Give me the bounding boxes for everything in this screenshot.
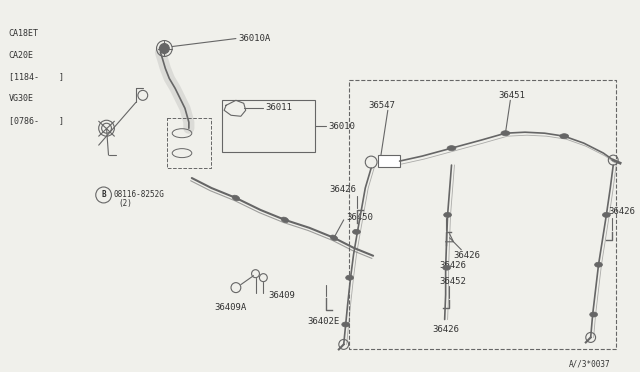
Bar xyxy=(222,100,316,152)
Ellipse shape xyxy=(443,265,451,270)
Circle shape xyxy=(159,44,169,54)
Ellipse shape xyxy=(595,262,602,267)
Text: 36402E: 36402E xyxy=(307,317,340,326)
Text: A//3*0037: A//3*0037 xyxy=(569,360,611,369)
Text: 36451: 36451 xyxy=(499,91,525,100)
Ellipse shape xyxy=(342,322,349,327)
Text: [0786-    ]: [0786- ] xyxy=(8,116,63,125)
Ellipse shape xyxy=(444,212,452,217)
Text: 36450: 36450 xyxy=(347,214,374,222)
Text: 36011: 36011 xyxy=(266,103,292,112)
Text: 36409A: 36409A xyxy=(214,303,246,312)
Text: [1184-    ]: [1184- ] xyxy=(8,73,63,81)
Text: (2): (2) xyxy=(118,199,132,208)
Ellipse shape xyxy=(353,229,360,234)
Text: 36426: 36426 xyxy=(432,325,459,334)
Ellipse shape xyxy=(330,235,338,241)
Text: B: B xyxy=(101,190,106,199)
Text: 36010A: 36010A xyxy=(239,34,271,43)
Text: 36426: 36426 xyxy=(329,186,356,195)
Text: CA20E: CA20E xyxy=(8,51,33,60)
Text: 08116-8252G: 08116-8252G xyxy=(113,190,164,199)
Ellipse shape xyxy=(346,275,353,280)
Text: 36547: 36547 xyxy=(368,101,395,110)
Text: 36426: 36426 xyxy=(454,251,481,260)
Text: 36426: 36426 xyxy=(440,261,467,270)
Text: 36452: 36452 xyxy=(440,277,467,286)
Ellipse shape xyxy=(560,134,568,139)
Bar xyxy=(378,155,399,167)
Ellipse shape xyxy=(589,312,598,317)
Text: 36409: 36409 xyxy=(268,291,295,300)
Text: 36426: 36426 xyxy=(609,208,636,217)
Text: VG30E: VG30E xyxy=(8,94,33,103)
Ellipse shape xyxy=(232,195,239,201)
Ellipse shape xyxy=(602,212,611,217)
Text: 36010: 36010 xyxy=(328,122,355,131)
Ellipse shape xyxy=(281,217,289,222)
Ellipse shape xyxy=(501,131,510,136)
Text: CA18ET: CA18ET xyxy=(8,29,38,38)
Ellipse shape xyxy=(447,146,456,151)
